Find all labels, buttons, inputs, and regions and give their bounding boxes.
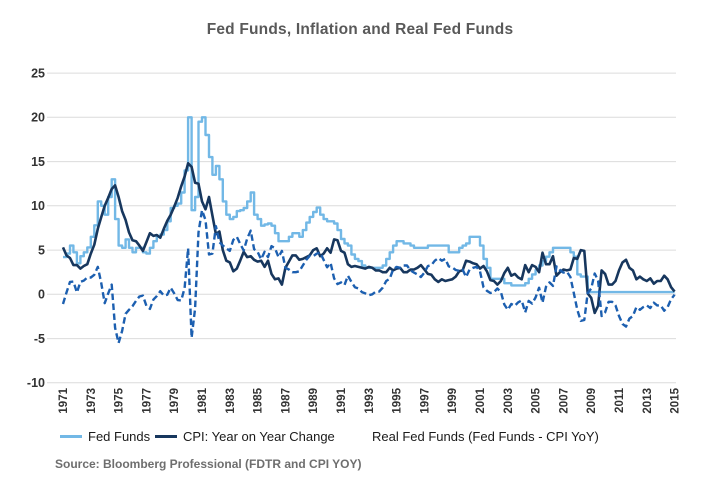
legend-label-real-fed-funds: Real Fed Funds (Fed Funds - CPI YoY) bbox=[372, 428, 599, 444]
x-tick-label: 1977 bbox=[141, 388, 153, 414]
y-tick-label: 0 bbox=[38, 288, 45, 302]
cpi-line-swatch bbox=[155, 434, 177, 438]
y-tick-label: -10 bbox=[27, 376, 45, 390]
x-tick-label: 2015 bbox=[670, 387, 682, 413]
y-tick-label: 10 bbox=[31, 199, 45, 213]
x-tick-label: 1979 bbox=[169, 388, 181, 414]
x-tick-label: 1987 bbox=[280, 388, 292, 414]
y-tick-label: 5 bbox=[38, 243, 45, 257]
x-tick-label: 1989 bbox=[308, 388, 320, 414]
x-tick-label: 2011 bbox=[614, 387, 626, 413]
y-tick-label: 20 bbox=[31, 111, 45, 125]
y-tick-label: 15 bbox=[31, 155, 45, 169]
legend-label-fed-funds: Fed Funds bbox=[88, 428, 151, 444]
y-tick-label: -5 bbox=[34, 332, 45, 346]
x-tick-label: 1973 bbox=[86, 388, 98, 414]
source-note: Source: Bloomberg Professional (FDTR and… bbox=[55, 457, 362, 471]
x-tick-label: 2009 bbox=[586, 388, 598, 414]
x-tick-label: 2003 bbox=[503, 388, 515, 414]
x-tick-label: 2001 bbox=[475, 387, 487, 413]
legend-item-fed-funds: Fed Funds bbox=[60, 427, 150, 445]
series-line-1 bbox=[61, 162, 676, 315]
legend-label-cpi: CPI: Year on Year Change bbox=[183, 428, 335, 444]
chart-title: Fed Funds, Inflation and Real Fed Funds bbox=[206, 21, 514, 38]
real-fed-funds-line-swatch bbox=[344, 435, 366, 438]
legend-item-cpi: CPI: Year on Year Change bbox=[155, 427, 335, 445]
fed-funds-line-swatch bbox=[60, 434, 82, 438]
series-line-2 bbox=[61, 208, 676, 345]
x-tick-label: 2007 bbox=[558, 388, 570, 414]
x-tick-label: 1981 bbox=[197, 387, 209, 413]
x-tick-label: 2005 bbox=[531, 387, 543, 413]
x-tick-label: 1991 bbox=[336, 387, 348, 413]
x-tick-label: 1983 bbox=[225, 388, 237, 414]
x-tick-label: 1985 bbox=[253, 387, 265, 413]
x-tick-label: 1993 bbox=[364, 388, 376, 414]
legend-item-real-fed-funds: Real Fed Funds (Fed Funds - CPI YoY) bbox=[344, 427, 599, 445]
x-tick-label: 1975 bbox=[114, 387, 126, 413]
x-tick-label: 1999 bbox=[447, 388, 459, 414]
x-tick-label: 1971 bbox=[58, 387, 70, 413]
y-tick-label: 25 bbox=[31, 66, 45, 80]
chart-legend: Fed Funds CPI: Year on Year Change Real … bbox=[0, 427, 720, 445]
x-tick-label: 2013 bbox=[642, 388, 654, 414]
x-tick-label: 1995 bbox=[392, 387, 404, 413]
x-tick-label: 1997 bbox=[419, 388, 431, 414]
